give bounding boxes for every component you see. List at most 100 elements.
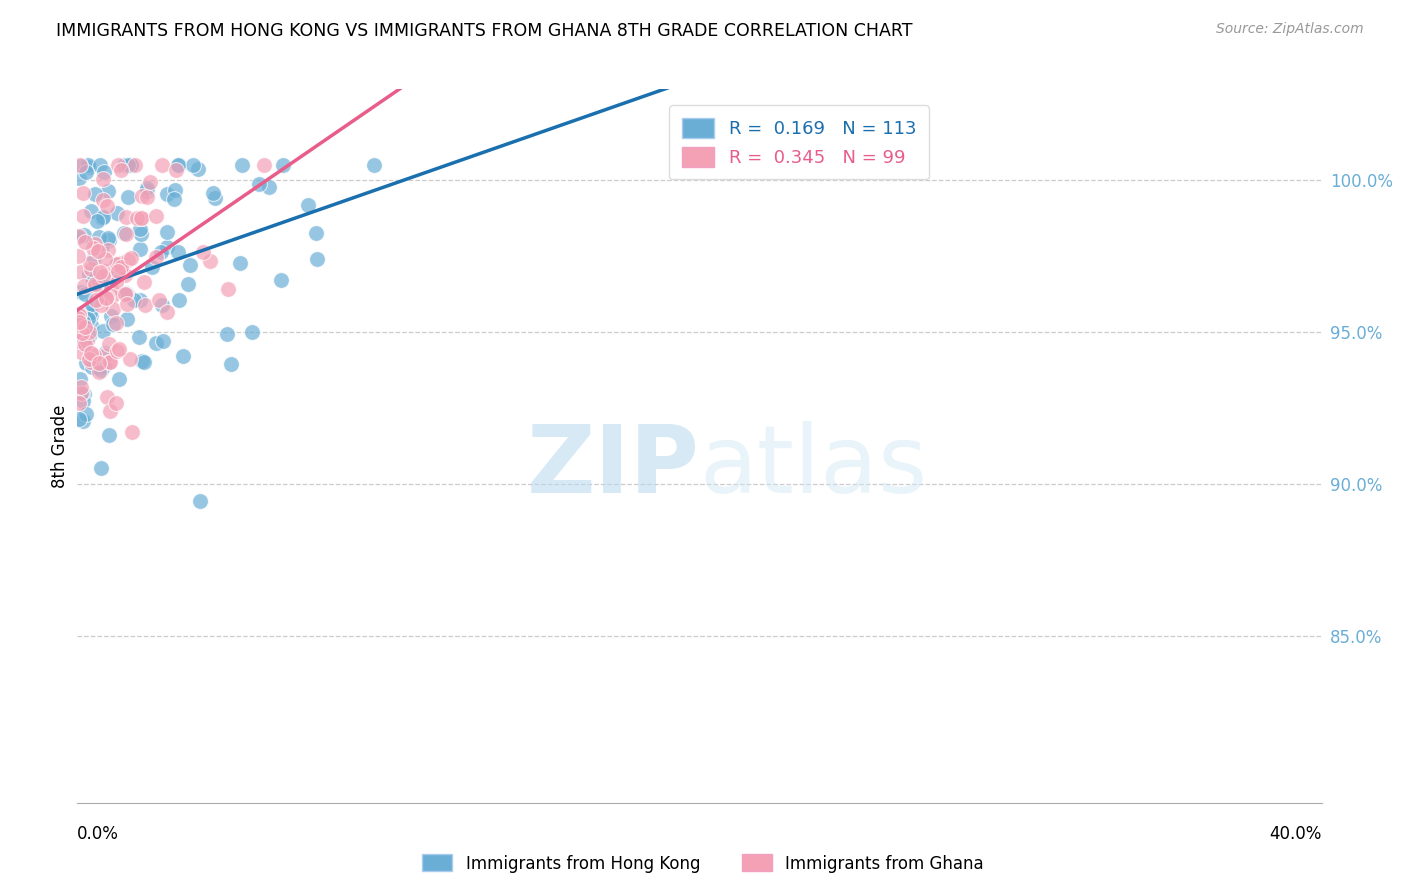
Legend: R =  0.169   N = 113, R =  0.345   N = 99: R = 0.169 N = 113, R = 0.345 N = 99	[669, 105, 929, 179]
Point	[150, 244, 173, 259]
Point	[120, 158, 142, 172]
Point	[118, 351, 141, 366]
Point	[94, 348, 117, 362]
Point	[107, 158, 129, 172]
Point	[91, 172, 114, 186]
Point	[80, 262, 103, 277]
Point	[122, 293, 145, 308]
Point	[77, 160, 100, 174]
Point	[75, 355, 97, 369]
Point	[105, 257, 128, 271]
Point	[91, 211, 114, 225]
Point	[83, 251, 105, 265]
Point	[79, 306, 101, 320]
Point	[90, 363, 112, 377]
Point	[152, 334, 174, 348]
Point	[177, 277, 200, 291]
Point	[253, 158, 276, 172]
Point	[117, 190, 139, 204]
Point	[80, 308, 103, 322]
Point	[86, 241, 108, 255]
Point	[134, 275, 156, 289]
Point	[156, 226, 179, 240]
Point	[83, 348, 105, 362]
Text: IMMIGRANTS FROM HONG KONG VS IMMIGRANTS FROM GHANA 8TH GRADE CORRELATION CHART: IMMIGRANTS FROM HONG KONG VS IMMIGRANTS …	[56, 22, 912, 40]
Point	[115, 227, 138, 242]
Point	[87, 359, 110, 374]
Point	[84, 277, 107, 292]
Point	[96, 199, 118, 213]
Point	[79, 346, 101, 360]
Point	[131, 227, 153, 241]
Point	[67, 318, 90, 332]
Point	[114, 286, 136, 301]
Point	[70, 380, 93, 394]
Point	[231, 158, 253, 172]
Point	[72, 326, 94, 340]
Point	[82, 359, 104, 374]
Point	[96, 231, 118, 245]
Point	[73, 319, 96, 334]
Point	[80, 318, 103, 332]
Point	[121, 425, 143, 440]
Point	[100, 310, 122, 324]
Point	[108, 372, 131, 386]
Point	[69, 319, 91, 334]
Point	[69, 386, 91, 401]
Point	[70, 265, 93, 279]
Point	[69, 159, 91, 173]
Point	[91, 324, 114, 338]
Point	[101, 288, 124, 302]
Text: atlas: atlas	[700, 421, 928, 514]
Point	[66, 230, 89, 244]
Point	[98, 337, 121, 351]
Point	[156, 240, 179, 254]
Point	[84, 187, 107, 202]
Point	[67, 411, 90, 425]
Point	[215, 326, 238, 341]
Point	[107, 264, 129, 278]
Point	[307, 252, 329, 267]
Point	[75, 164, 97, 178]
Point	[97, 243, 120, 257]
Point	[69, 285, 91, 299]
Point	[67, 334, 90, 348]
Point	[105, 316, 128, 330]
Point	[273, 158, 295, 172]
Point	[221, 357, 243, 371]
Point	[97, 355, 120, 369]
Point	[82, 241, 104, 255]
Point	[96, 290, 118, 304]
Point	[72, 186, 94, 200]
Point	[70, 386, 93, 401]
Point	[172, 349, 194, 363]
Point	[93, 252, 115, 266]
Point	[72, 209, 94, 223]
Point	[128, 329, 150, 343]
Point	[105, 206, 128, 220]
Point	[73, 228, 96, 243]
Point	[67, 310, 90, 325]
Text: 0.0%: 0.0%	[77, 825, 120, 843]
Point	[67, 396, 90, 410]
Point	[76, 334, 98, 348]
Point	[200, 254, 222, 268]
Point	[135, 184, 157, 198]
Point	[115, 297, 138, 311]
Point	[86, 293, 108, 307]
Point	[67, 315, 90, 329]
Point	[179, 258, 201, 272]
Point	[134, 298, 156, 312]
Point	[96, 263, 118, 277]
Point	[76, 312, 98, 326]
Point	[141, 260, 163, 275]
Point	[75, 407, 97, 421]
Point	[93, 165, 115, 179]
Point	[91, 239, 114, 253]
Point	[73, 278, 96, 293]
Point	[110, 261, 132, 276]
Point	[145, 250, 167, 264]
Point	[240, 325, 263, 339]
Point	[110, 163, 132, 178]
Text: 40.0%: 40.0%	[1270, 825, 1322, 843]
